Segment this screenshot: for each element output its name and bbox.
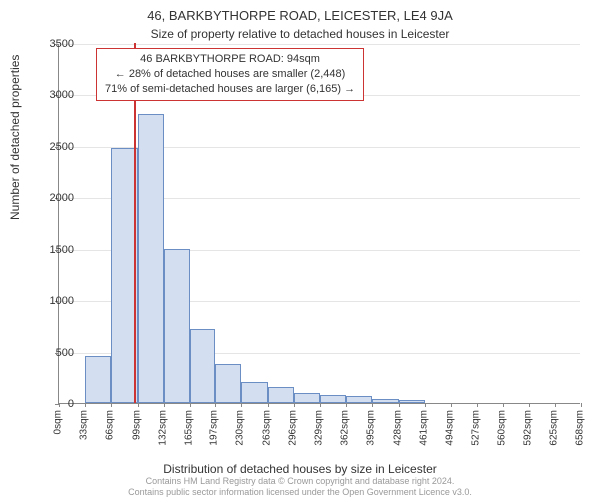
x-tick-label: 66sqm <box>105 410 116 440</box>
histogram-bar <box>268 387 294 403</box>
y-tick-label: 3500 <box>34 38 74 50</box>
x-tick-label: 165sqm <box>183 410 194 446</box>
x-tick-label: 296sqm <box>287 410 298 446</box>
x-tick-label: 494sqm <box>444 410 455 446</box>
histogram-bar <box>346 396 372 403</box>
x-tick-mark <box>346 403 347 407</box>
x-tick-mark <box>164 403 165 407</box>
x-tick-label: 395sqm <box>366 410 377 446</box>
histogram-bar <box>85 356 111 403</box>
x-tick-label: 461sqm <box>418 410 429 446</box>
title-main: 46, BARKBYTHORPE ROAD, LEICESTER, LE4 9J… <box>0 0 600 23</box>
x-tick-mark <box>372 403 373 407</box>
x-tick-label: 362sqm <box>340 410 351 446</box>
title-sub: Size of property relative to detached ho… <box>0 23 600 41</box>
y-tick-label: 2000 <box>34 192 74 204</box>
x-tick-mark <box>555 403 556 407</box>
x-tick-mark <box>215 403 216 407</box>
chart-container: 46, BARKBYTHORPE ROAD, LEICESTER, LE4 9J… <box>0 0 600 500</box>
grid-line <box>59 44 580 45</box>
y-tick-label: 3000 <box>34 89 74 101</box>
y-tick-label: 2500 <box>34 141 74 153</box>
histogram-bar <box>241 382 267 403</box>
x-tick-label: 527sqm <box>471 410 482 446</box>
x-tick-label: 592sqm <box>522 410 533 446</box>
info-line-3: 71% of semi-detached houses are larger (… <box>105 82 355 97</box>
footer-line-2: Contains public sector information licen… <box>0 487 600 498</box>
x-tick-mark <box>85 403 86 407</box>
y-tick-label: 0 <box>34 398 74 410</box>
x-tick-label: 132sqm <box>157 410 168 446</box>
histogram-bar <box>190 329 215 403</box>
x-tick-mark <box>138 403 139 407</box>
x-tick-label: 263sqm <box>261 410 272 446</box>
x-tick-mark <box>503 403 504 407</box>
x-tick-label: 560sqm <box>497 410 508 446</box>
y-tick-label: 1500 <box>34 244 74 256</box>
histogram-bar <box>399 400 425 403</box>
footer-line-1: Contains HM Land Registry data © Crown c… <box>0 476 600 487</box>
info-box: 46 BARKBYTHORPE ROAD: 94sqm ← 28% of det… <box>96 48 364 101</box>
x-tick-label: 329sqm <box>314 410 325 446</box>
x-tick-mark <box>190 403 191 407</box>
histogram-bar <box>138 114 164 403</box>
x-tick-label: 625sqm <box>548 410 559 446</box>
x-tick-mark <box>399 403 400 407</box>
histogram-bar <box>320 395 346 403</box>
histogram-bar <box>372 399 398 403</box>
x-tick-label: 428sqm <box>392 410 403 446</box>
x-tick-mark <box>241 403 242 407</box>
y-tick-label: 1000 <box>34 295 74 307</box>
x-tick-mark <box>477 403 478 407</box>
x-tick-mark <box>529 403 530 407</box>
x-tick-label: 197sqm <box>209 410 220 446</box>
x-tick-mark <box>111 403 112 407</box>
x-tick-label: 658sqm <box>575 410 586 446</box>
x-tick-mark <box>294 403 295 407</box>
x-axis-label: Distribution of detached houses by size … <box>0 462 600 476</box>
x-tick-mark <box>268 403 269 407</box>
histogram-bar <box>294 393 320 403</box>
y-axis-label: Number of detached properties <box>8 55 22 220</box>
info-line-2: ← 28% of detached houses are smaller (2,… <box>105 67 355 82</box>
x-tick-label: 0sqm <box>53 410 64 434</box>
x-tick-label: 230sqm <box>235 410 246 446</box>
x-tick-mark <box>451 403 452 407</box>
x-tick-label: 33sqm <box>79 410 90 440</box>
y-tick-label: 500 <box>34 347 74 359</box>
histogram-bar <box>164 249 190 403</box>
x-tick-label: 99sqm <box>131 410 142 440</box>
x-tick-mark <box>425 403 426 407</box>
x-tick-mark <box>320 403 321 407</box>
x-tick-mark <box>581 403 582 407</box>
footer: Contains HM Land Registry data © Crown c… <box>0 476 600 499</box>
info-line-1: 46 BARKBYTHORPE ROAD: 94sqm <box>105 52 355 67</box>
histogram-bar <box>215 364 241 403</box>
